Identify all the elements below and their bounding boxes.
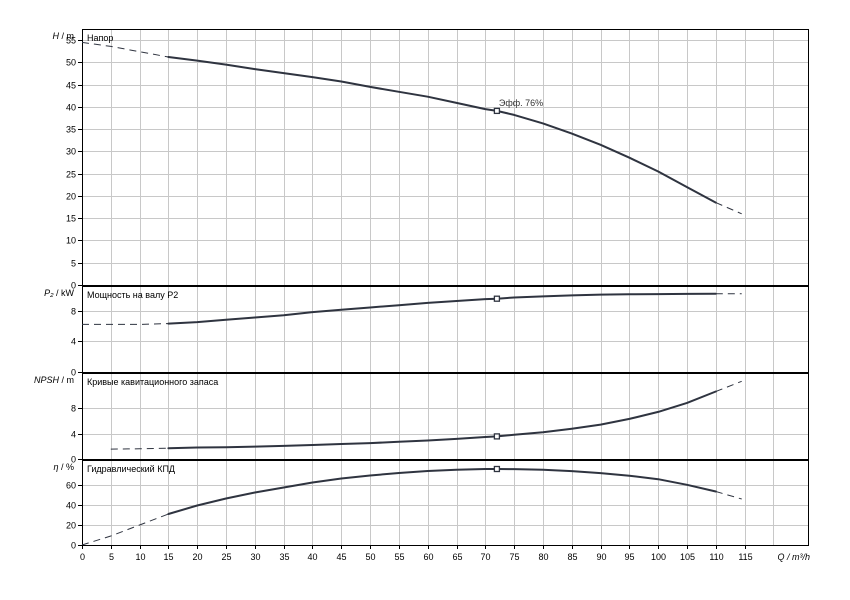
y-tick-label: 4 <box>71 337 76 347</box>
npsh-ylabel: NPSH / m <box>34 375 74 385</box>
head-operating-point <box>493 107 501 115</box>
power-ylabel: P₂ / kW <box>44 288 74 298</box>
y-tick-label: 60 <box>66 481 76 491</box>
y-tick-label: 20 <box>66 192 76 202</box>
npsh-title: Кривые кавитационного запаса <box>87 377 218 387</box>
x-tick-label: 15 <box>163 552 173 562</box>
y-tick-label: 40 <box>66 103 76 113</box>
efficiency-curve-dashed-left <box>81 513 169 546</box>
head-title: Напор <box>87 33 113 43</box>
x-tick-label: 55 <box>394 552 404 562</box>
head-curve-dashed-left <box>81 41 169 58</box>
efficiency-curve-dashed-right <box>715 491 742 500</box>
efficiency-ylabel-unit: / % <box>58 462 74 472</box>
x-tick-label: 30 <box>250 552 260 562</box>
x-tick-label: 80 <box>538 552 548 562</box>
x-tick-label: 100 <box>651 552 666 562</box>
x-tick-label: 5 <box>109 552 114 562</box>
x-tick-label: 20 <box>192 552 202 562</box>
npsh-curve <box>167 390 717 450</box>
head-ylabel: H / m <box>53 31 75 41</box>
x-tick-label: 0 <box>80 552 85 562</box>
x-tick-label: 50 <box>365 552 375 562</box>
y-tick-label: 45 <box>66 81 76 91</box>
y-tick-label: 30 <box>66 147 76 157</box>
y-tick-label: 0 <box>71 455 76 465</box>
efficiency-panel-frame <box>82 460 809 546</box>
x-tick-label: 35 <box>279 552 289 562</box>
npsh-curve-dashed-left <box>110 447 169 450</box>
power-ylabel-symbol: P₂ <box>44 288 54 298</box>
x-tick-label: 10 <box>135 552 145 562</box>
x-tick-label: 95 <box>624 552 634 562</box>
efficiency-title: Гидравлический КПД <box>87 464 175 474</box>
npsh-ylabel-symbol: NPSH <box>34 375 60 385</box>
y-tick-label: 0 <box>71 541 76 551</box>
x-tick-label: 115 <box>738 552 752 562</box>
y-tick-label: 10 <box>66 236 76 246</box>
head-ylabel-unit: / m <box>59 31 74 41</box>
head-curve-dashed-right <box>715 202 742 215</box>
efficiency-annotation: Эфф. 76% <box>499 98 543 108</box>
power-operating-point <box>493 295 501 302</box>
y-tick-label: 15 <box>66 214 76 224</box>
head-ylabel-symbol: H <box>53 31 60 41</box>
npsh-panel-frame <box>82 373 809 460</box>
y-tick-label: 55 <box>66 36 76 46</box>
efficiency-ylabel: η / % <box>53 462 74 472</box>
x-tick-label: 105 <box>680 552 695 562</box>
power-curve <box>167 292 717 325</box>
x-tick-label: 25 <box>221 552 231 562</box>
power-ylabel-unit: / kW <box>54 288 75 298</box>
y-tick-label: 50 <box>66 58 76 68</box>
x-tick-label: 45 <box>336 552 346 562</box>
head-curve <box>167 56 717 204</box>
power-panel-frame <box>82 286 809 373</box>
y-tick-label: 20 <box>66 521 76 531</box>
y-tick-label: 8 <box>71 307 76 317</box>
x-axis-label: Q / m³/h <box>777 552 810 562</box>
efficiency-curve <box>167 468 717 515</box>
power-title: Мощность на валу P2 <box>87 290 178 300</box>
power-curve-dashed-left <box>82 323 169 325</box>
x-tick-label: 85 <box>567 552 577 562</box>
npsh-ylabel-unit: / m <box>59 375 74 385</box>
y-tick-label: 0 <box>71 281 76 291</box>
x-tick-label: 65 <box>452 552 462 562</box>
npsh-operating-point <box>493 433 501 440</box>
efficiency-ylabel-symbol: η <box>53 462 58 472</box>
x-tick-label: 60 <box>423 552 433 562</box>
head-panel-frame <box>82 29 809 286</box>
y-tick-label: 5 <box>71 259 76 269</box>
x-tick-label: 90 <box>596 552 606 562</box>
y-tick-label: 4 <box>71 430 76 440</box>
y-tick-label: 8 <box>71 404 76 414</box>
y-tick-label: 40 <box>66 501 76 511</box>
npsh-curve-dashed-right <box>715 380 742 392</box>
x-tick-label: 75 <box>509 552 519 562</box>
y-tick-label: 35 <box>66 125 76 135</box>
x-tick-label: 40 <box>307 552 317 562</box>
y-tick-label: 0 <box>71 368 76 378</box>
x-tick-label: 70 <box>480 552 490 562</box>
x-tick-label: 110 <box>709 552 723 562</box>
y-tick-label: 25 <box>66 170 76 180</box>
efficiency-operating-point <box>493 465 501 473</box>
